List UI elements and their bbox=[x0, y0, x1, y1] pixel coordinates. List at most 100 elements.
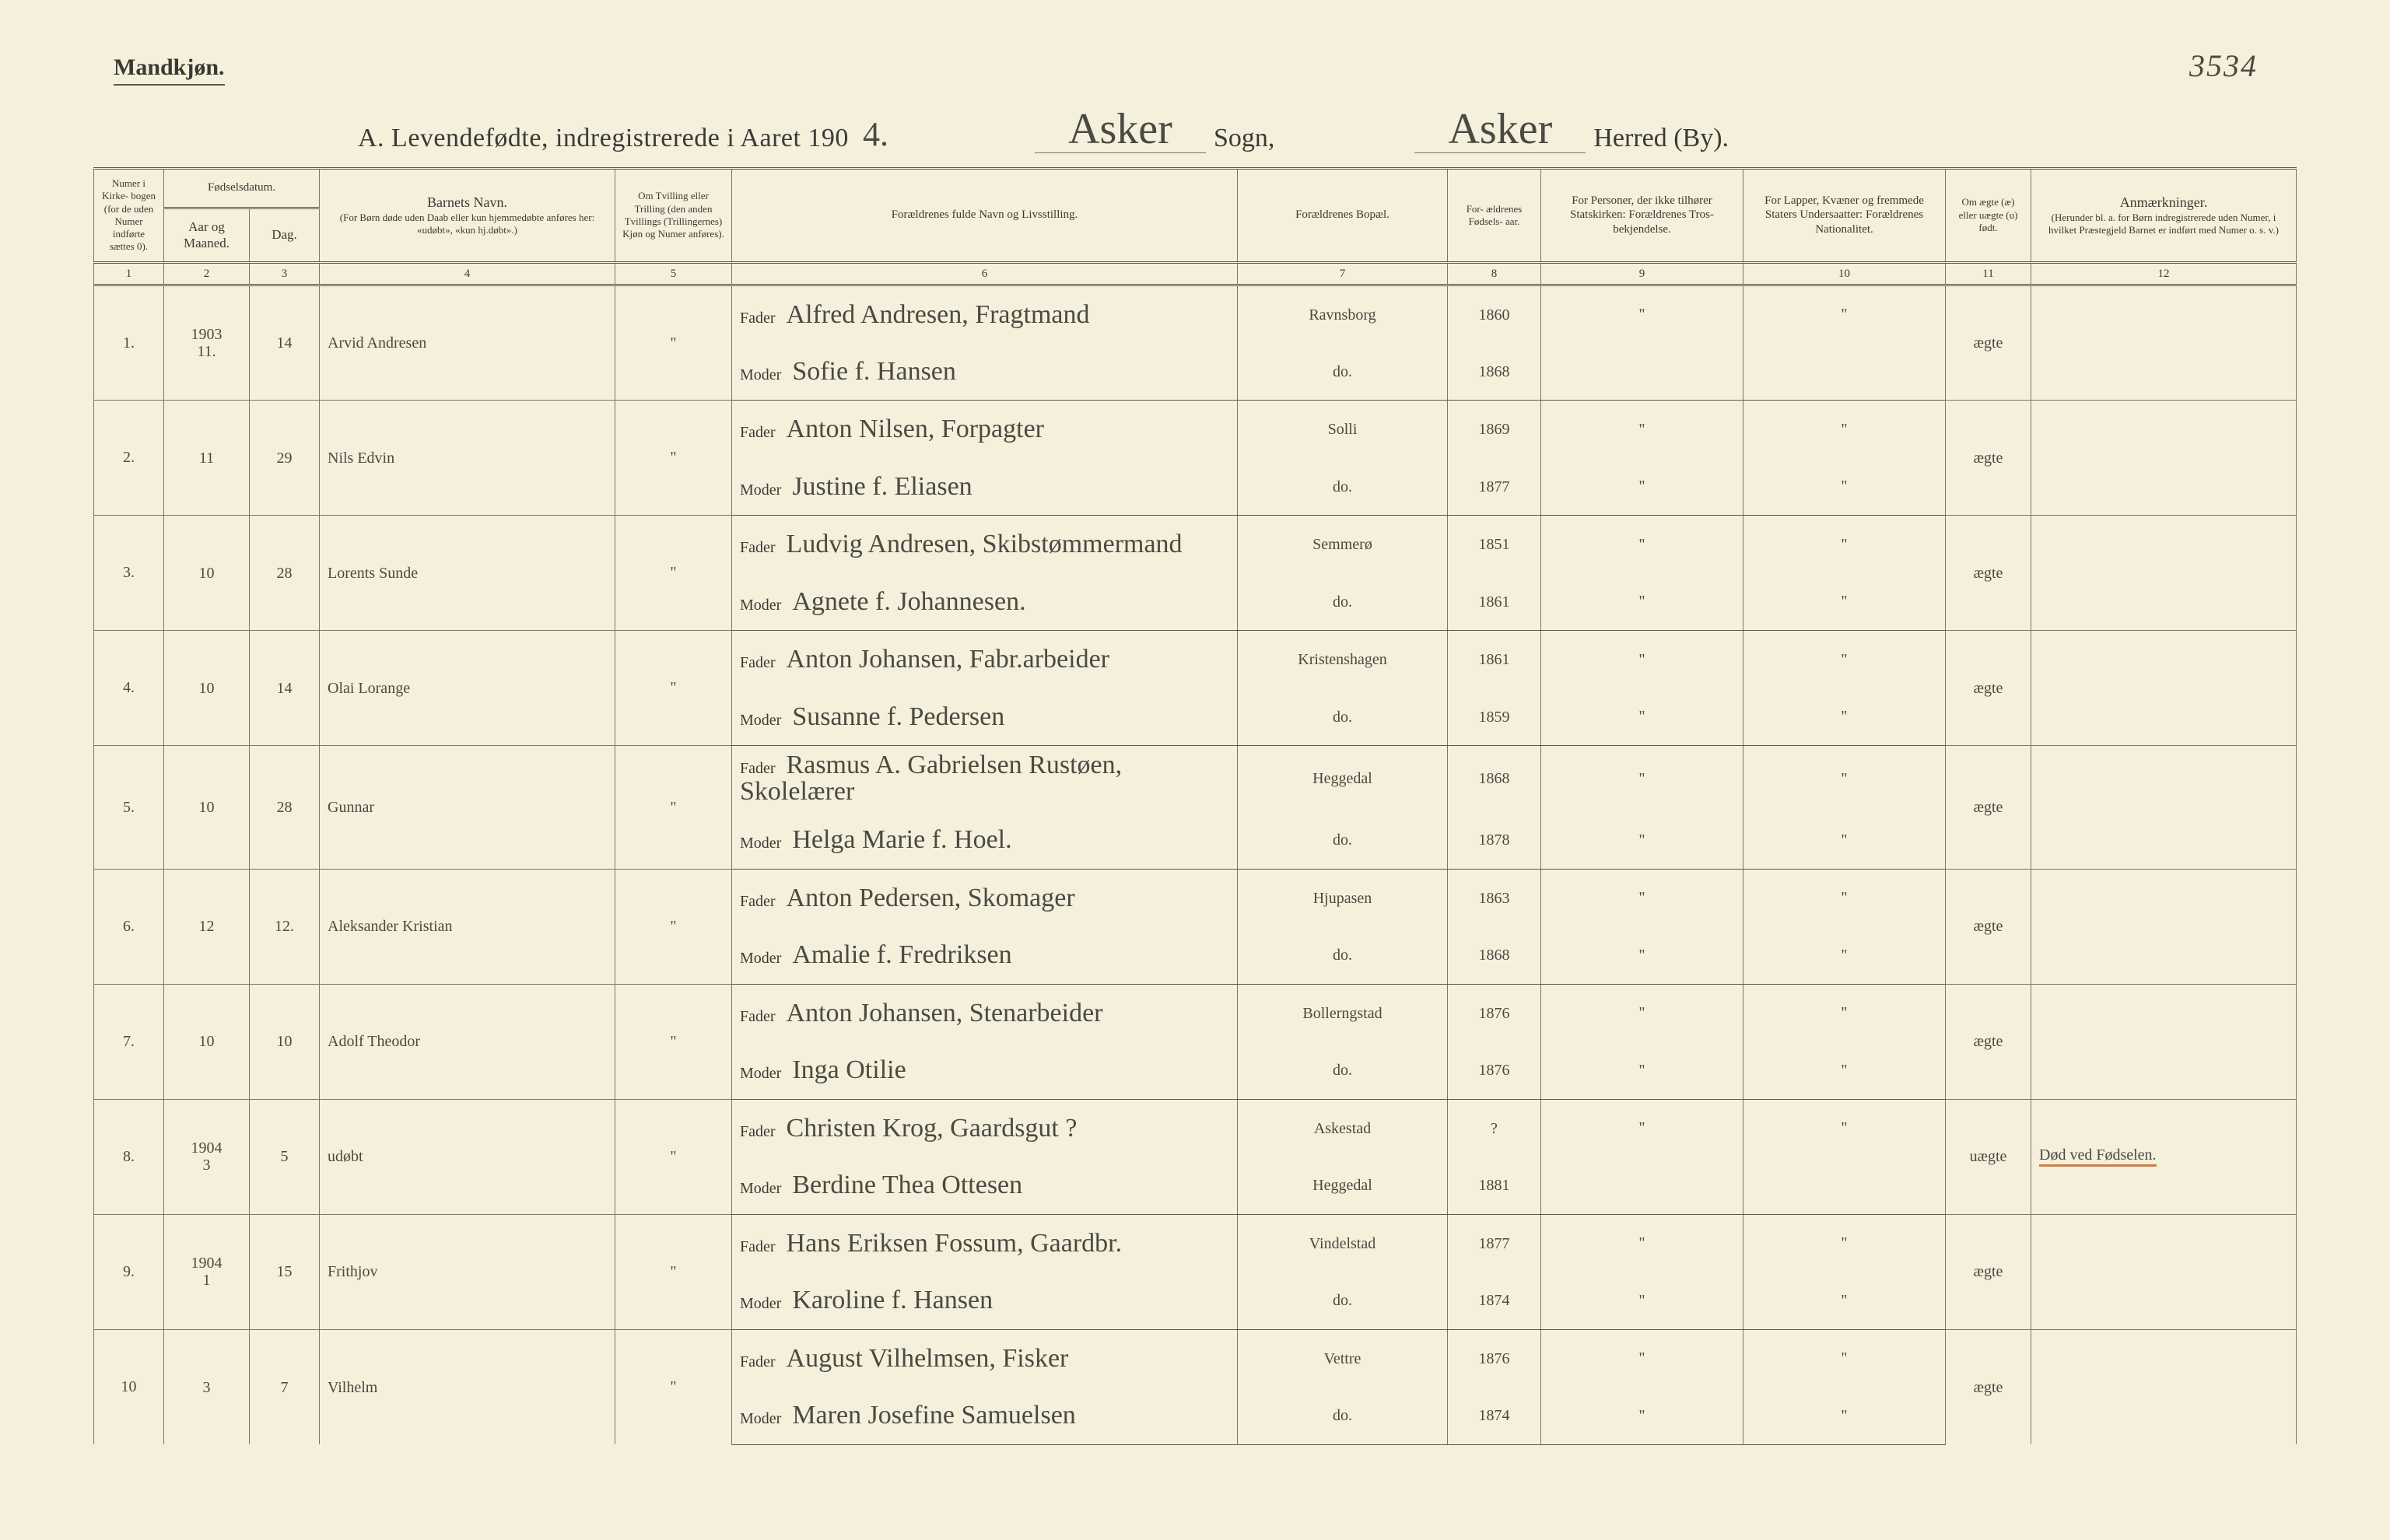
herred-label: Herred (By). bbox=[1593, 124, 1729, 153]
father-label: Fader bbox=[740, 1238, 776, 1255]
mother-cell: ModerKaroline f. Hansen bbox=[732, 1272, 1238, 1329]
mother-label: Moder bbox=[740, 950, 781, 967]
gender-label: Mandkjøn. bbox=[114, 54, 225, 86]
title-prefix: A. Levendefødte, indregistrerede i Aaret… bbox=[358, 124, 849, 153]
mother-label: Moder bbox=[740, 481, 781, 499]
father-label: Fader bbox=[740, 1353, 776, 1370]
mother-cell: ModerBerdine Thea Ottesen bbox=[732, 1157, 1238, 1214]
table-row: 4.1014Olai Lorange"FaderAnton Johansen, … bbox=[94, 631, 2297, 688]
birth-year-month: 10 bbox=[164, 984, 250, 1099]
mother-birthyear: 1881 bbox=[1448, 1157, 1541, 1214]
birth-month: 10 bbox=[199, 1034, 215, 1049]
residence-mother: do. bbox=[1238, 926, 1448, 984]
mother-birthyear: 1859 bbox=[1448, 688, 1541, 746]
nationality-mother: " bbox=[1743, 926, 1946, 984]
residence-father: Heggedal bbox=[1238, 746, 1448, 812]
table-row: 1.190311.14Arvid Andresen"FaderAlfred An… bbox=[94, 285, 2297, 343]
birth-year-month: 12 bbox=[164, 869, 250, 984]
nationality-father: " bbox=[1743, 746, 1946, 812]
mother-name: Amalie f. Fredriksen bbox=[792, 940, 1011, 969]
birth-day: 12. bbox=[250, 869, 320, 984]
child-name: udøbt bbox=[320, 1099, 615, 1214]
child-name: Gunnar bbox=[320, 746, 615, 870]
hdr-col2g: Fødselsdatum. bbox=[164, 169, 320, 208]
father-label: Fader bbox=[740, 893, 776, 910]
mother-birthyear: 1874 bbox=[1448, 1387, 1541, 1444]
legitimacy: ægte bbox=[1946, 984, 2031, 1099]
mother-birthyear: 1861 bbox=[1448, 573, 1541, 631]
father-birthyear: 1877 bbox=[1448, 1214, 1541, 1272]
hdr-col8: For- ældrenes Fødsels- aar. bbox=[1448, 169, 1541, 263]
twin-col: " bbox=[615, 1099, 732, 1214]
child-name: Lorents Sunde bbox=[320, 516, 615, 631]
table-row: 6.1212.Aleksander Kristian"FaderAnton Pe… bbox=[94, 869, 2297, 926]
mother-name: Susanne f. Pedersen bbox=[792, 702, 1004, 731]
page-number: 3534 bbox=[2189, 51, 2258, 82]
twin-col: " bbox=[615, 746, 732, 870]
father-name: Hans Eriksen Fossum, Gaardbr. bbox=[787, 1229, 1123, 1258]
hdr-num-9: 9 bbox=[1541, 262, 1743, 285]
mother-birthyear: 1874 bbox=[1448, 1272, 1541, 1329]
birth-year-month: 19043 bbox=[164, 1099, 250, 1214]
father-name: Rasmus A. Gabrielsen Rustøen, Skolelærer bbox=[740, 751, 1122, 806]
birth-year-month: 10 bbox=[164, 746, 250, 870]
religion-mother: " bbox=[1541, 573, 1743, 631]
hdr-col9: For Personer, der ikke tilhører Statskir… bbox=[1541, 169, 1743, 263]
nationality-mother: " bbox=[1743, 1272, 1946, 1329]
father-label: Fader bbox=[740, 424, 776, 441]
residence-mother: do. bbox=[1238, 1041, 1448, 1099]
religion-mother bbox=[1541, 1157, 1743, 1214]
register-sheet: 3534 Mandkjøn. A. Levendefødte, indregis… bbox=[0, 0, 2390, 1540]
remarks bbox=[2031, 869, 2297, 984]
residence-mother: do. bbox=[1238, 343, 1448, 401]
father-birthyear: 1876 bbox=[1448, 984, 1541, 1041]
child-name: Nils Edvin bbox=[320, 401, 615, 516]
mother-cell: ModerSofie f. Hansen bbox=[732, 343, 1238, 401]
father-label: Fader bbox=[740, 539, 776, 556]
birth-day: 28 bbox=[250, 516, 320, 631]
father-label: Fader bbox=[740, 760, 776, 777]
mother-label: Moder bbox=[740, 712, 781, 729]
religion-father: " bbox=[1541, 1214, 1743, 1272]
birth-year: 1904 bbox=[191, 1140, 223, 1156]
birth-year-month: 10 bbox=[164, 516, 250, 631]
nationality-mother bbox=[1743, 1157, 1946, 1214]
father-birthyear: 1851 bbox=[1448, 516, 1541, 573]
sogn-handwritten: Asker bbox=[1035, 107, 1206, 153]
child-name: Frithjov bbox=[320, 1214, 615, 1329]
residence-father: Askestad bbox=[1238, 1099, 1448, 1157]
nationality-father: " bbox=[1743, 516, 1946, 573]
nationality-mother: " bbox=[1743, 1387, 1946, 1444]
father-name: Anton Pedersen, Skomager bbox=[787, 884, 1075, 912]
birth-day: 28 bbox=[250, 746, 320, 870]
table-row: 3.1028Lorents Sunde"FaderLudvig Andresen… bbox=[94, 516, 2297, 573]
remarks bbox=[2031, 1214, 2297, 1329]
hdr-col12-sub: (Herunder bl. a. for Børn indregistrered… bbox=[2038, 212, 2290, 237]
mother-name: Karoline f. Hansen bbox=[792, 1286, 993, 1314]
mother-name: Berdine Thea Ottesen bbox=[792, 1171, 1022, 1199]
birth-year-month: 19041 bbox=[164, 1214, 250, 1329]
nationality-father: " bbox=[1743, 869, 1946, 926]
father-birthyear: 1860 bbox=[1448, 285, 1541, 343]
hdr-col1: Numer i Kirke- bogen (for de uden Numer … bbox=[94, 169, 164, 263]
hdr-num-6: 6 bbox=[732, 262, 1238, 285]
father-cell: FaderAnton Nilsen, Forpagter bbox=[732, 401, 1238, 458]
child-name: Olai Lorange bbox=[320, 631, 615, 746]
father-label: Fader bbox=[740, 654, 776, 671]
birth-month: 11 bbox=[199, 450, 214, 466]
residence-mother: do. bbox=[1238, 688, 1448, 746]
twin-col: " bbox=[615, 516, 732, 631]
hdr-num-7: 7 bbox=[1238, 262, 1448, 285]
hdr-num-8: 8 bbox=[1448, 262, 1541, 285]
legitimacy: ægte bbox=[1946, 631, 2031, 746]
nationality-father: " bbox=[1743, 1214, 1946, 1272]
nationality-father: " bbox=[1743, 401, 1946, 458]
table-row: 5.1028Gunnar"FaderRasmus A. Gabrielsen R… bbox=[94, 746, 2297, 812]
father-cell: FaderRasmus A. Gabrielsen Rustøen, Skole… bbox=[732, 746, 1238, 812]
remarks: Død ved Fødselen. bbox=[2031, 1099, 2297, 1214]
religion-mother: " bbox=[1541, 688, 1743, 746]
residence-mother: do. bbox=[1238, 1387, 1448, 1444]
nationality-mother: " bbox=[1743, 458, 1946, 516]
legitimacy: ægte bbox=[1946, 401, 2031, 516]
hdr-col4-sub: (For Børn døde uden Daab eller kun hjemm… bbox=[326, 212, 608, 237]
